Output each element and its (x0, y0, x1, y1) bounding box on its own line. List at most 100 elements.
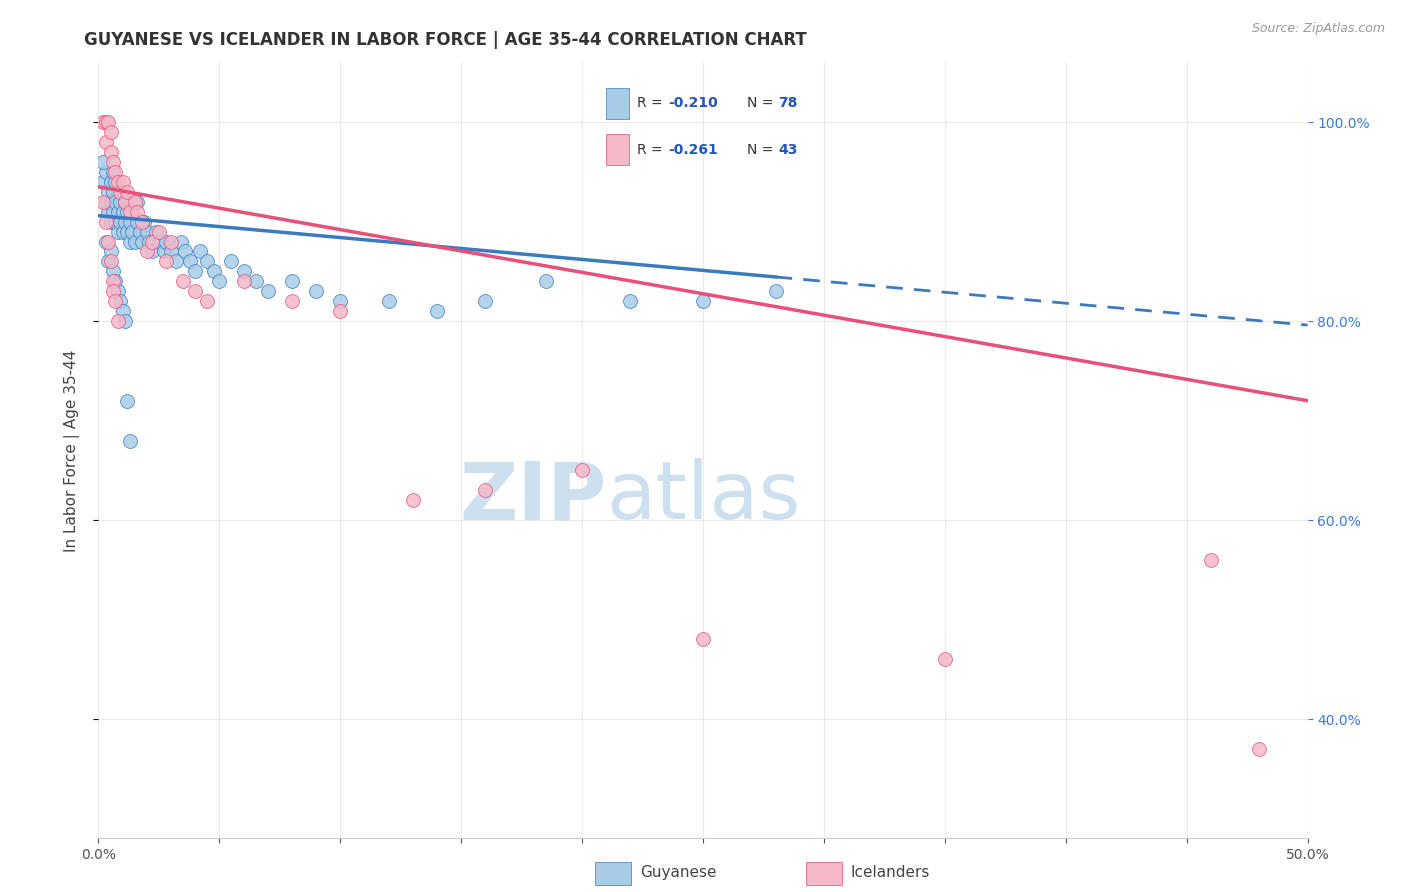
Point (114, 194, 136, 209)
Point (1199, 553, 1222, 567)
Point (131, 235, 153, 249)
Point (160, 235, 183, 249)
Point (97, 235, 120, 249)
Point (104, 194, 127, 209)
Point (692, 294, 714, 309)
Point (107, 285, 129, 299)
Point (184, 285, 207, 299)
Point (101, 274, 124, 288)
Point (117, 393, 139, 408)
Point (232, 274, 254, 288)
Point (101, 204, 124, 219)
Point (619, 294, 641, 309)
Point (107, 204, 129, 219)
Point (111, 175, 134, 189)
Point (571, 463, 593, 477)
Point (91, 194, 114, 209)
Point (100, 125, 122, 139)
Point (111, 204, 134, 219)
Point (111, 225, 134, 239)
Point (281, 274, 304, 288)
Point (160, 244, 183, 259)
Point (134, 214, 156, 228)
Point (141, 244, 163, 259)
Point (104, 214, 127, 228)
Point (135, 244, 157, 259)
Point (97, 185, 120, 199)
Text: ZIP: ZIP (458, 458, 606, 536)
Point (94, 135, 117, 149)
Point (117, 225, 139, 239)
Point (108, 294, 131, 309)
Point (474, 294, 496, 309)
Point (107, 314, 129, 328)
Point (127, 204, 149, 219)
Point (377, 294, 399, 309)
Point (91, 155, 114, 169)
Point (91, 115, 114, 129)
Point (101, 185, 124, 199)
Point (114, 314, 136, 328)
Text: GUYANESE VS ICELANDER IN LABOR FORCE | AGE 35-44 CORRELATION CHART: GUYANESE VS ICELANDER IN LABOR FORCE | A… (84, 31, 807, 49)
Point (124, 235, 146, 249)
Point (208, 274, 231, 288)
Point (184, 264, 207, 278)
Point (104, 294, 127, 309)
Point (127, 194, 149, 209)
Point (101, 165, 124, 179)
Point (94, 214, 117, 228)
Point (1249, 742, 1271, 756)
Point (100, 175, 122, 189)
Point (104, 165, 127, 179)
Point (108, 214, 131, 228)
Point (402, 493, 425, 508)
Point (114, 214, 136, 228)
Point (100, 194, 122, 209)
Point (107, 175, 129, 189)
Point (94, 235, 117, 249)
Point (148, 235, 170, 249)
Point (118, 204, 141, 219)
Point (131, 214, 153, 228)
Point (97, 254, 120, 268)
Point (534, 274, 557, 288)
Point (256, 285, 278, 299)
Point (108, 185, 131, 199)
Point (117, 185, 139, 199)
Point (107, 225, 129, 239)
Point (165, 254, 187, 268)
Point (104, 274, 127, 288)
Point (174, 244, 197, 259)
Point (101, 285, 124, 299)
Point (114, 194, 136, 209)
Point (188, 244, 211, 259)
Point (111, 304, 134, 318)
Point (124, 194, 146, 209)
Point (135, 225, 157, 239)
Point (97, 204, 120, 219)
Point (94, 194, 117, 209)
Point (100, 214, 122, 228)
Point (94, 165, 117, 179)
Point (692, 632, 714, 647)
Point (329, 304, 352, 318)
Point (141, 235, 163, 249)
Point (934, 652, 956, 666)
Point (108, 194, 131, 209)
Point (221, 254, 243, 268)
Point (118, 214, 141, 228)
Point (117, 204, 139, 219)
Point (100, 244, 122, 259)
Y-axis label: In Labor Force | Age 35-44: In Labor Force | Age 35-44 (63, 350, 80, 551)
Point (155, 235, 177, 249)
Point (281, 294, 304, 309)
Point (111, 185, 134, 199)
Point (179, 254, 201, 268)
Point (138, 235, 160, 249)
Point (127, 214, 149, 228)
Point (100, 145, 122, 159)
Point (195, 254, 218, 268)
Point (204, 264, 226, 278)
Point (118, 235, 141, 249)
Text: atlas: atlas (606, 458, 800, 536)
